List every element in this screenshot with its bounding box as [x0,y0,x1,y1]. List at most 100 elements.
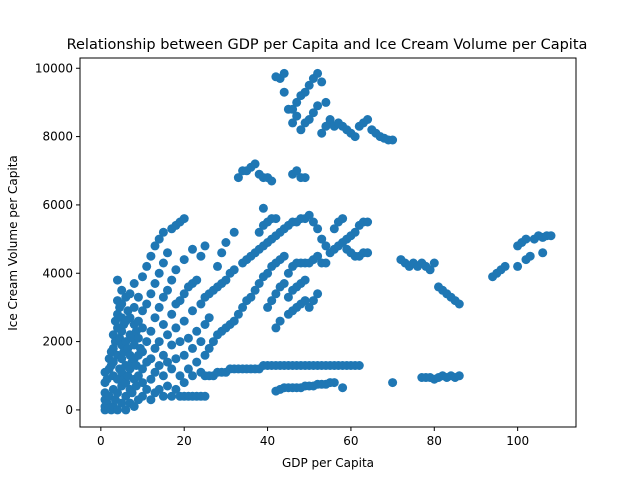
scatter-point [283,292,293,302]
scatter-point [229,227,239,237]
scatter-point [138,347,147,357]
scatter-point [254,227,264,237]
scatter-point [163,330,172,340]
scatter-point [275,316,285,326]
scatter-point [192,275,202,285]
scatter-point [138,306,147,316]
y-axis: 0 2000 4000 6000 8000 10000 [35,61,80,417]
scatter-point [304,210,314,220]
scatter-point [163,285,172,295]
scatter-point [271,289,281,299]
scatter-point [192,326,202,336]
scatter-point [254,279,264,288]
scatter-point [108,357,118,367]
scatter-point [279,279,289,288]
scatter-point [271,323,281,333]
y-tick-label: 2000 [42,335,73,349]
y-tick-label: 4000 [42,266,73,280]
scatter-point [321,97,331,107]
scatter-point [313,101,323,111]
scatter-point [171,354,181,364]
scatter-point [454,299,464,309]
scatter-point [127,333,137,343]
chart-title: Relationship between GDP per Capita and … [67,37,588,53]
scatter-point [304,80,314,90]
scatter-point [158,320,168,329]
scatter-point [304,115,314,124]
scatter-point [217,248,227,258]
scatter-point [154,361,164,370]
scatter-point [171,265,181,275]
scatter-point [300,296,310,306]
scatter-point [313,68,323,78]
scatter-point [127,388,137,398]
scatter-point [113,388,122,398]
x-axis: 0 20 40 60 80 100 [97,427,529,448]
scatter-point [513,261,523,271]
x-tick-label: 60 [343,434,358,448]
scatter-point [129,302,139,312]
scatter-point [117,299,127,309]
scatter-point [117,285,127,295]
scatter-point [196,337,206,347]
scatter-point [138,391,147,401]
scatter-point [338,383,348,393]
scatter-point [175,337,185,347]
scatter-point [146,354,156,364]
scatter-point [338,214,348,224]
scatter-point [246,292,256,302]
scatter-point [158,227,168,237]
scatter-point [204,313,214,323]
scatter-point [308,217,318,227]
scatter-point [221,238,231,247]
scatter-point [321,241,331,251]
scatter-point [200,241,210,251]
scatter-point [158,292,168,302]
plot-frame [79,57,577,428]
scatter-point [238,302,248,312]
scatter-point [183,333,193,343]
scatter-point [158,258,168,268]
scatter-point [150,279,160,288]
scatter-point [292,111,302,121]
scatter-point [154,384,164,394]
scatter-point [142,299,152,309]
scatter-point [250,285,260,295]
scatter-point [350,227,360,237]
scatter-point [154,302,164,312]
scatter-point [138,272,147,282]
scatter-point [133,292,143,302]
scatter-point [279,68,289,78]
scatter-point [321,258,331,268]
scatter-point [317,234,327,244]
scatter-point [279,87,289,97]
scatter-point [121,405,131,415]
scatter-point [167,391,177,401]
scatter-point [313,251,323,261]
scatter-point [329,378,339,388]
scatter-point [138,323,147,333]
scatter-point [271,214,281,224]
scatter-point [138,364,147,374]
scatter-point [158,391,168,401]
scatter-point [117,326,127,336]
scatter-point [292,97,302,107]
scatter-point [129,279,139,288]
x-tick-label: 40 [260,434,275,448]
scatter-point [300,87,310,97]
scatter-point [150,367,160,377]
scatter-point [250,159,260,169]
x-tick-label: 80 [427,434,442,448]
scatter-point [204,343,214,353]
y-tick-label: 8000 [42,130,73,144]
scatter-point [154,268,164,278]
scatter-point [179,316,189,326]
y-tick-label: 10000 [35,61,73,75]
points-layer [100,68,556,415]
scatter-point [300,275,310,285]
scatter-point [425,265,435,275]
scatter-point [125,289,135,299]
scatter-point [179,255,189,265]
scatter-point [175,371,185,381]
scatter-point [521,234,531,244]
